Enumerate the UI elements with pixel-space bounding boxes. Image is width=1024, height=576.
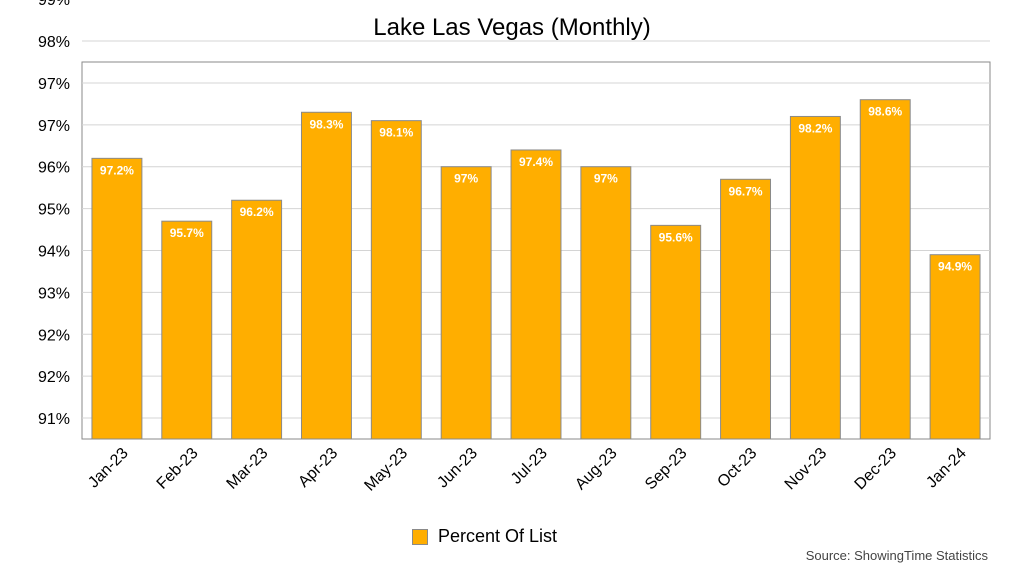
chart-title: Lake Las Vegas (Monthly) [373,14,651,41]
y-tick-label: 97% [38,118,70,135]
bar [440,166,492,440]
y-tick-label: 95% [38,202,70,219]
x-tick-label: Sep-23 [642,445,691,494]
bar [720,178,772,440]
data-label: 97.2% [100,163,134,177]
bar [91,157,143,440]
y-tick-label: 94% [38,244,70,261]
data-label: 98.2% [798,121,832,135]
x-tick-label: Apr-23 [295,445,341,491]
y-tick-label: 92% [38,327,70,344]
y-tick-label: 91% [38,411,70,428]
data-label: 98.1% [379,126,413,140]
data-label: 97.4% [519,155,553,169]
x-tick-label: Feb-23 [154,445,202,493]
data-label: 97% [454,172,478,186]
y-tick-label: 98% [38,34,70,51]
y-tick-label: 93% [38,285,70,302]
x-tick-label: May-23 [361,445,411,495]
bar [231,199,283,440]
x-tick-label: Oct-23 [714,445,760,491]
legend: Percent Of List [412,526,557,547]
x-tick-label: Jun-23 [434,445,481,492]
y-tick-label: 92% [38,369,70,386]
x-tick-label: Dec-23 [852,445,901,494]
bar [789,115,841,440]
legend-swatch [412,528,428,545]
data-label: 96.7% [729,184,763,198]
y-tick-label: 97% [38,76,70,93]
data-label: 97% [594,172,618,186]
data-label: 98.3% [309,117,343,131]
data-label: 96.2% [240,205,274,219]
y-tick-label: 96% [38,160,70,177]
y-tick-label: 99% [38,0,70,9]
data-label: 95.6% [659,230,693,244]
x-tick-label: Mar-23 [224,445,272,493]
x-tick-label: Jan-24 [923,445,970,492]
bar [510,149,562,440]
bar [859,99,911,440]
x-tick-label: Aug-23 [572,445,621,494]
x-tick-label: Nov-23 [782,445,831,494]
bar [161,220,213,440]
x-tick-label: Jan-23 [85,445,132,492]
bar [650,224,702,440]
bar [370,120,422,440]
source-note: Source: ShowingTime Statistics [805,548,988,563]
bar [580,166,632,440]
legend-label: Percent Of List [438,526,558,546]
data-label: 94.9% [938,260,972,274]
bar [929,254,981,440]
bar [300,111,352,440]
data-label: 95.7% [170,226,204,240]
x-tick-label: Jul-23 [508,445,551,488]
data-label: 98.6% [868,105,902,119]
